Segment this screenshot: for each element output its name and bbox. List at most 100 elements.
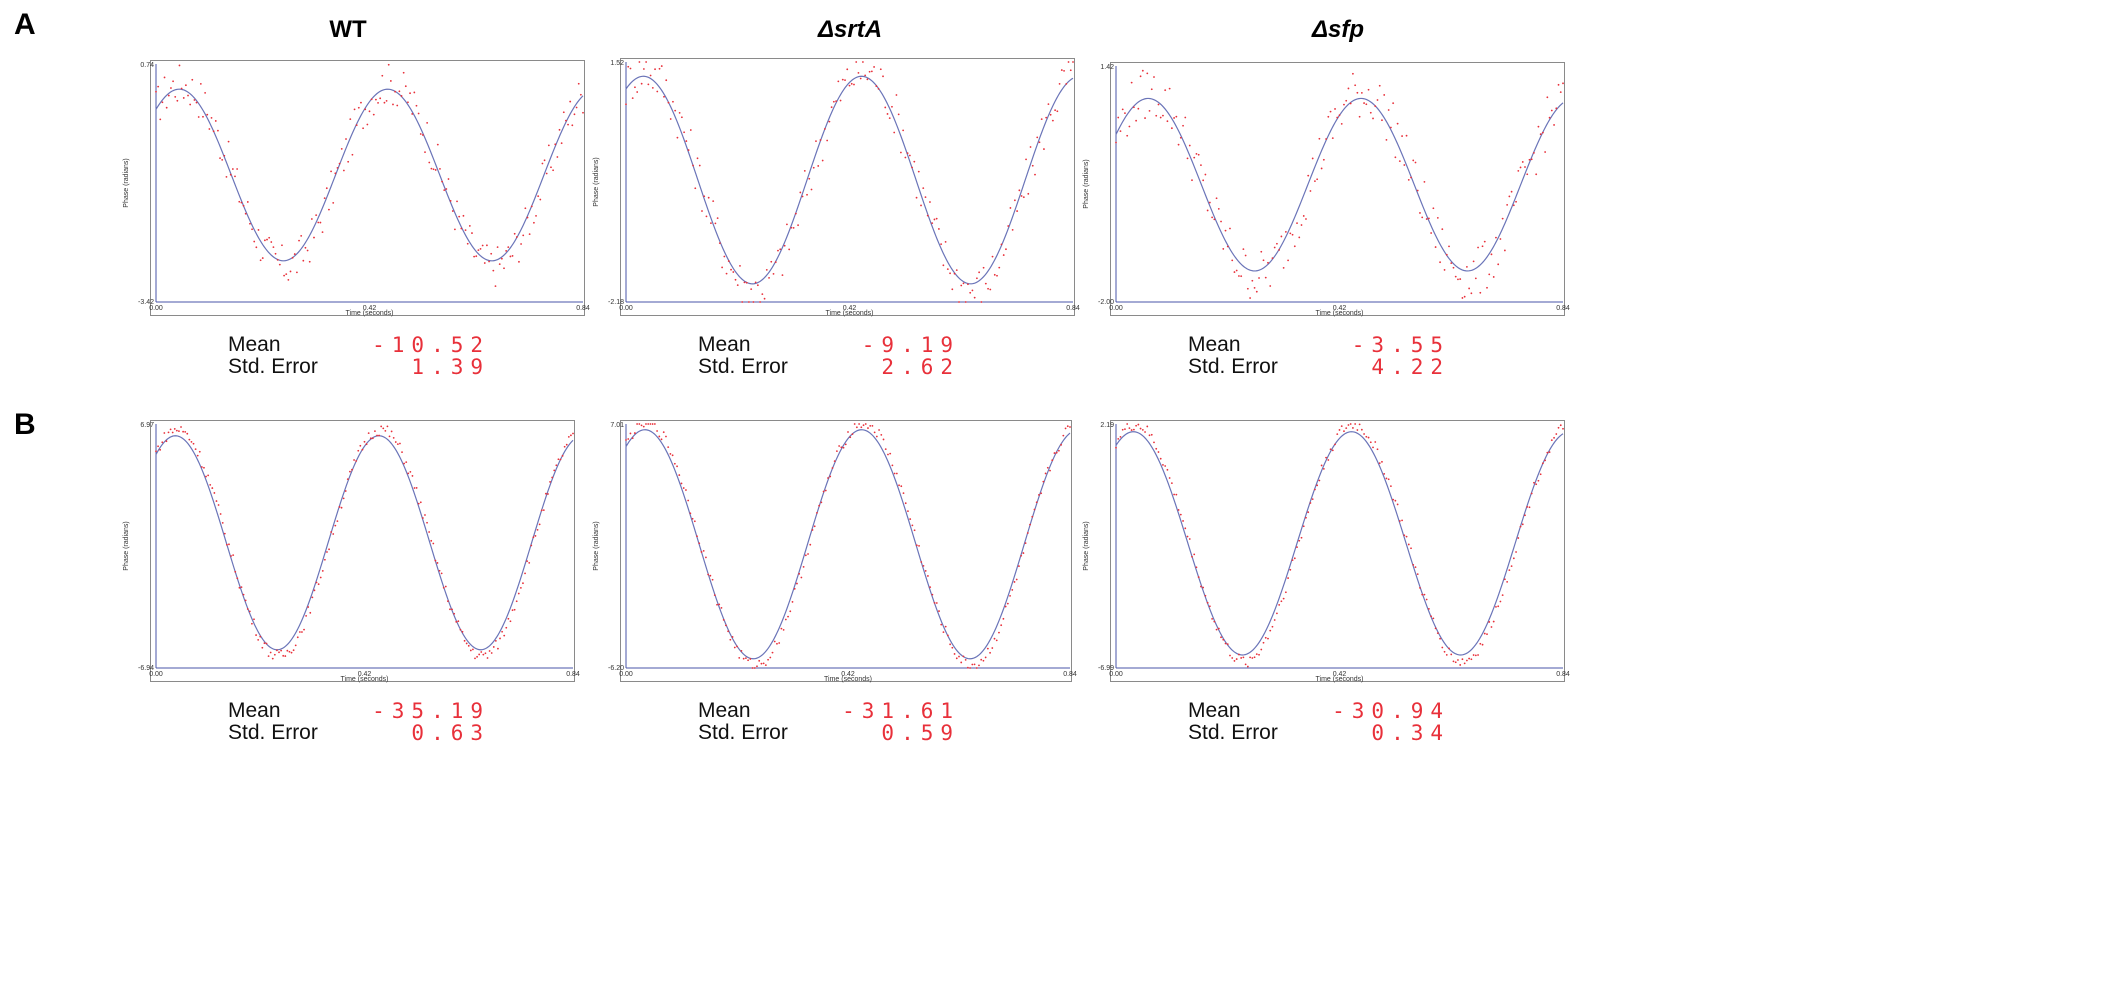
data-point	[1164, 89, 1167, 92]
data-point	[858, 423, 860, 425]
data-point	[1168, 477, 1171, 479]
data-point	[1347, 87, 1350, 90]
data-point	[1403, 164, 1406, 166]
data-point	[518, 260, 520, 263]
data-point	[1137, 423, 1140, 426]
data-point	[1298, 236, 1301, 239]
data-point	[155, 450, 157, 453]
data-point	[253, 240, 256, 243]
data-point	[403, 462, 406, 465]
data-point	[1390, 126, 1392, 129]
data-point	[1387, 109, 1390, 111]
data-point	[244, 212, 247, 215]
data-point	[1235, 269, 1238, 272]
data-point	[862, 61, 864, 63]
data-point	[246, 201, 249, 203]
data-point	[355, 124, 358, 126]
data-point	[1197, 576, 1200, 579]
y-tick-label: -6.20	[608, 665, 624, 672]
data-point	[676, 136, 679, 139]
data-point	[942, 631, 945, 634]
data-point	[490, 252, 493, 255]
data-point	[259, 259, 262, 262]
chart-panel-a-wt: 0.74 -3.42 0.00 0.42 0.84 Time (seconds) Phase…	[123, 60, 590, 378]
data-point	[638, 423, 641, 425]
data-point	[1372, 446, 1374, 449]
data-point	[1251, 279, 1254, 282]
data-point	[1298, 539, 1301, 542]
data-point	[190, 440, 193, 443]
data-point	[188, 438, 191, 441]
data-point	[476, 655, 478, 658]
chart-svg: 1.52 -2.180.00 0.42 0.84 Time (seconds) Phase…	[593, 58, 1080, 317]
data-point	[1486, 633, 1488, 636]
data-point	[902, 129, 905, 132]
data-point	[1457, 659, 1459, 661]
data-point	[1479, 291, 1482, 294]
data-point	[338, 162, 341, 165]
data-point	[551, 476, 554, 479]
data-point	[457, 620, 460, 623]
data-point	[1206, 209, 1209, 212]
data-point	[1343, 430, 1345, 433]
data-point	[1184, 527, 1187, 530]
data-point	[893, 472, 896, 475]
data-point	[231, 168, 234, 170]
x-tick-label: 0.42	[363, 305, 377, 312]
data-point	[1541, 131, 1544, 134]
data-point	[1186, 535, 1189, 538]
data-point	[1383, 473, 1386, 475]
data-point	[752, 301, 755, 303]
data-point	[263, 642, 266, 645]
data-point	[978, 271, 981, 274]
data-point	[1128, 125, 1131, 128]
data-point	[789, 610, 792, 613]
data-point	[1463, 662, 1466, 665]
data-point	[700, 551, 703, 553]
data-point	[1060, 443, 1063, 446]
data-point	[207, 474, 210, 477]
data-point	[942, 264, 945, 267]
data-point	[1191, 179, 1193, 182]
data-point	[405, 461, 408, 464]
data-point	[859, 77, 862, 80]
data-point	[1345, 427, 1348, 430]
data-point	[372, 113, 375, 116]
data-point	[1271, 257, 1274, 260]
chart-panel-a-srta: 1.52 -2.18 0.00 0.42 0.84 Time (seconds) Phase…	[593, 58, 1080, 378]
data-point	[344, 490, 347, 492]
data-point	[465, 642, 468, 645]
data-point	[310, 218, 313, 220]
data-point	[875, 85, 878, 87]
data-point	[184, 84, 187, 87]
data-point	[748, 301, 750, 303]
data-point	[315, 581, 318, 584]
data-point	[522, 582, 524, 585]
data-point	[346, 478, 349, 481]
data-point	[958, 655, 960, 658]
mean-label: Mean	[698, 699, 751, 722]
data-point	[765, 268, 768, 271]
fit-curve	[1115, 431, 1564, 656]
data-point	[507, 617, 510, 620]
data-point	[515, 236, 518, 238]
data-point	[991, 255, 994, 258]
data-point	[334, 524, 337, 527]
data-point	[920, 204, 922, 207]
data-point	[1222, 248, 1225, 250]
y-tick-label: 1.42	[1100, 64, 1114, 71]
data-point	[1235, 658, 1238, 660]
data-point	[308, 260, 311, 263]
data-point	[853, 423, 856, 425]
data-point	[1211, 216, 1214, 219]
data-point	[1291, 559, 1294, 562]
data-point	[750, 288, 753, 290]
data-point	[1425, 218, 1428, 220]
data-point	[935, 602, 938, 604]
data-point	[1054, 109, 1057, 112]
data-point	[850, 82, 853, 85]
data-point	[421, 134, 424, 136]
data-point	[1168, 87, 1171, 90]
data-point	[582, 111, 584, 114]
data-point	[1126, 134, 1129, 137]
